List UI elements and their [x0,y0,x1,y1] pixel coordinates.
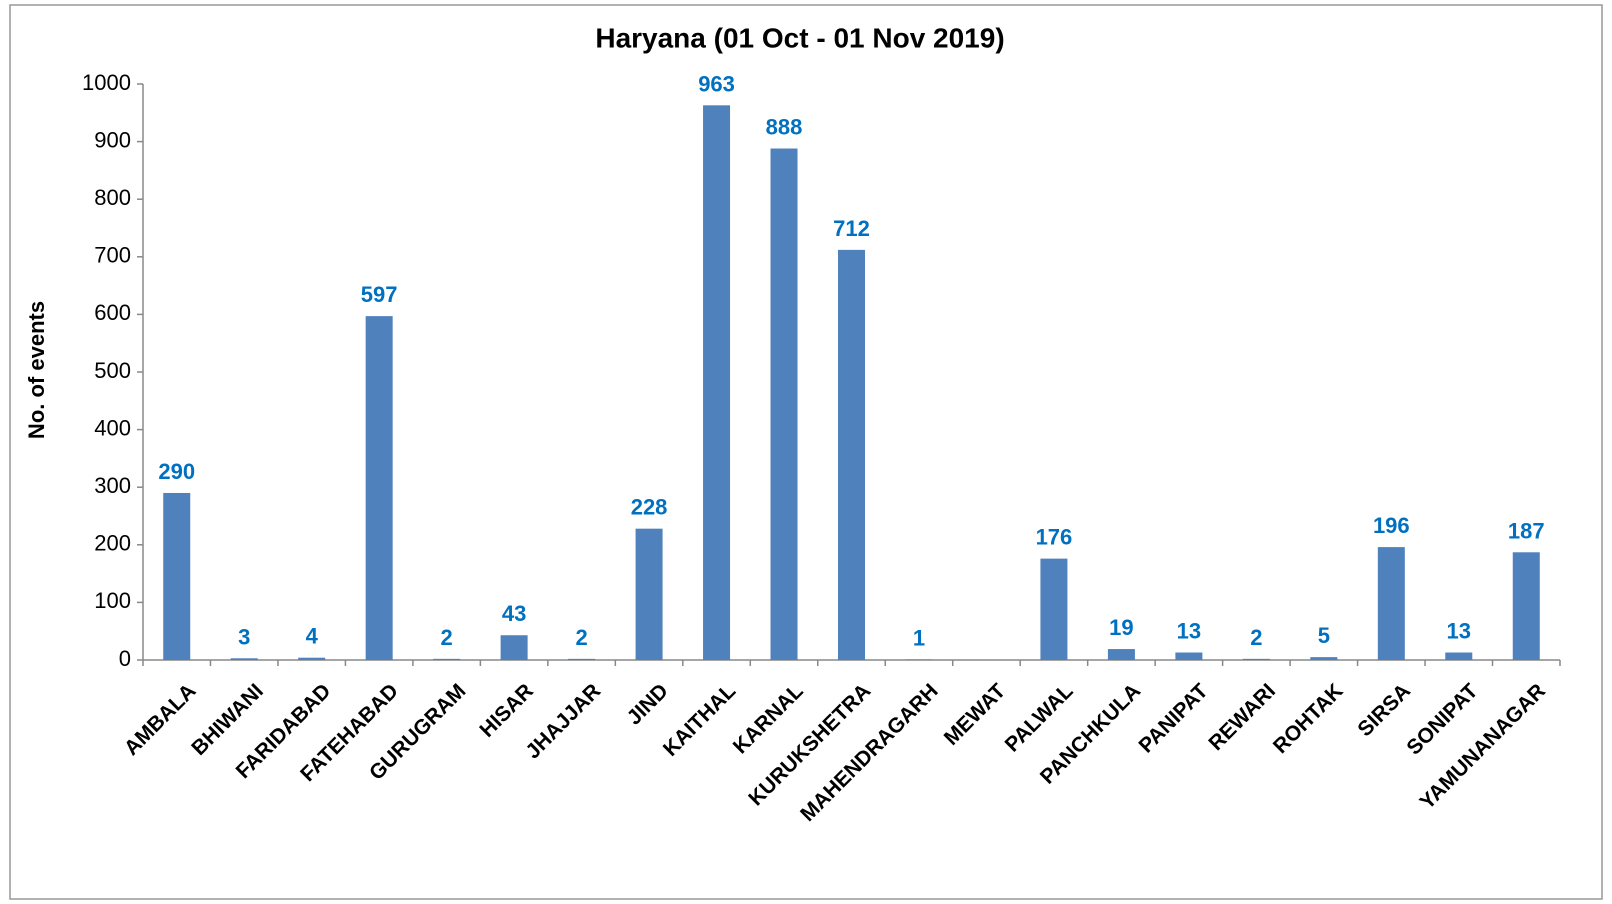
data-label: 4 [306,624,319,649]
bar [770,148,798,660]
chart-title: Haryana (01 Oct - 01 Nov 2019) [595,22,1004,53]
bar [433,658,461,660]
data-label: 290 [158,459,195,484]
bar [163,492,191,660]
bar [365,316,393,660]
bar [230,658,258,660]
data-label: 176 [1036,525,1073,550]
data-label: 1 [913,625,925,650]
y-tick-label: 100 [94,588,131,613]
data-label: 19 [1109,615,1133,640]
data-label: 2 [575,625,587,650]
y-tick-label: 600 [94,300,131,325]
data-label: 712 [833,216,870,241]
y-tick-label: 400 [94,415,131,440]
data-label: 888 [766,115,803,140]
y-tick-label: 500 [94,358,131,383]
bar [1040,558,1068,660]
bar [568,658,596,660]
data-label: 5 [1318,623,1330,648]
y-tick-label: 0 [119,646,131,671]
data-label: 196 [1373,513,1410,538]
bar [1242,658,1270,660]
y-tick-label: 800 [94,185,131,210]
y-tick-label: 1000 [82,70,131,95]
bar [905,659,933,660]
data-label: 13 [1177,619,1201,644]
data-label: 187 [1508,518,1545,543]
bar [298,657,326,660]
y-axis-label: No. of events [24,301,49,439]
y-tick-label: 300 [94,473,131,498]
data-label: 228 [631,495,668,520]
y-tick-label: 900 [94,127,131,152]
bar [500,635,528,660]
bar [1310,657,1338,660]
y-tick-label: 200 [94,531,131,556]
data-label: 2 [441,625,453,650]
bar [1107,649,1135,660]
bar [1175,652,1203,660]
bar [838,249,865,660]
bar [1512,552,1540,660]
bar [703,105,731,660]
data-label: 13 [1447,619,1471,644]
bar [635,528,663,660]
data-label: 2 [1250,625,1262,650]
data-label: 3 [238,624,250,649]
bar [1445,652,1473,660]
y-tick-label: 700 [94,243,131,268]
chart-border [9,4,1603,900]
data-label: 963 [698,71,735,96]
data-label: 597 [361,282,398,307]
bar [1377,547,1405,660]
data-label: 43 [502,601,526,626]
